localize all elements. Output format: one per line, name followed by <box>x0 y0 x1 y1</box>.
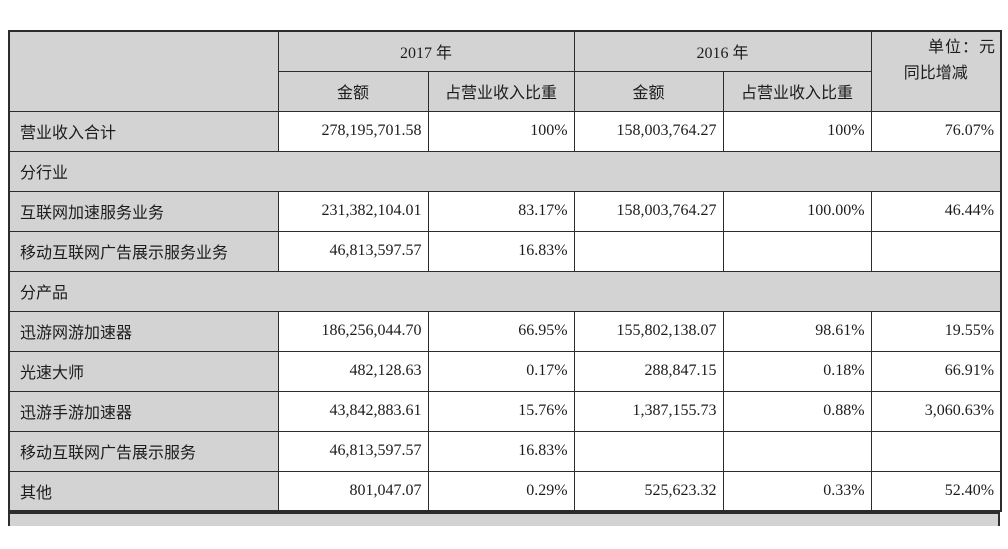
row-label: 光速大师 <box>8 350 279 392</box>
header-year-2017: 2017 年 <box>277 30 575 72</box>
cell-value <box>573 430 724 472</box>
cell-value: 83.17% <box>427 190 575 232</box>
row-label: 其他 <box>8 470 279 512</box>
cell-value <box>722 230 872 272</box>
header-year-2016: 2016 年 <box>573 30 872 72</box>
cell-value: 231,382,104.01 <box>277 190 429 232</box>
cell-value: 19.55% <box>870 310 1002 352</box>
cell-value <box>870 430 1002 472</box>
cell-value: 76.07% <box>870 110 1002 152</box>
table-row: 迅游网游加速器 186,256,044.70 66.95% 155,802,138.0… <box>8 310 1002 352</box>
header-2017-amount: 金额 <box>277 70 429 112</box>
cell-value: 52.40% <box>870 470 1002 512</box>
table-row: 移动互联网广告展示服务 46,813,597.57 16.83% <box>8 430 1002 472</box>
row-label: 迅游网游加速器 <box>8 310 279 352</box>
cell-value: 186,256,044.70 <box>277 310 429 352</box>
row-label: 移动互联网广告展示服务业务 <box>8 230 279 272</box>
cell-value: 43,842,883.61 <box>277 390 429 432</box>
cell-value: 66.91% <box>870 350 1002 392</box>
header-yoy: 同比增减 <box>870 30 1002 112</box>
cell-value: 801,047.07 <box>277 470 429 512</box>
table-row: 迅游手游加速器 43,842,883.61 15.76% 1,387,155.73 0.… <box>8 390 1002 432</box>
header-2016-amount: 金额 <box>573 70 724 112</box>
table-row: 光速大师 482,128.63 0.17% 288,847.15 0.18% 66.91% <box>8 350 1002 392</box>
cell-value: 3,060.63% <box>870 390 1002 432</box>
cell-value: 46.44% <box>870 190 1002 232</box>
table-header: 2017 年 2016 年 同比增减 金额 占营业收入比重 金额 占营业收入比重 <box>8 30 1002 112</box>
cell-value: 0.18% <box>722 350 872 392</box>
section-row: 分行业 <box>8 150 1002 192</box>
header-blank-cell <box>8 30 279 112</box>
header-2017-share: 占营业收入比重 <box>427 70 575 112</box>
section-label: 分行业 <box>8 150 1002 192</box>
cell-value: 46,813,597.57 <box>277 230 429 272</box>
cell-value: 46,813,597.57 <box>277 430 429 472</box>
table-body: 营业收入合计 278,195,701.58 100% 158,003,764.27 10… <box>8 110 1002 512</box>
cell-value: 0.88% <box>722 390 872 432</box>
cell-value: 98.61% <box>722 310 872 352</box>
row-label: 互联网加速服务业务 <box>8 190 279 232</box>
section-label: 分产品 <box>8 270 1002 312</box>
cell-value <box>722 430 872 472</box>
cell-value: 66.95% <box>427 310 575 352</box>
cell-value: 0.29% <box>427 470 575 512</box>
table-row: 营业收入合计 278,195,701.58 100% 158,003,764.27 10… <box>8 110 1002 152</box>
header-row-years: 2017 年 2016 年 同比增减 <box>8 30 1002 112</box>
cell-value: 100% <box>722 110 872 152</box>
cell-value: 1,387,155.73 <box>573 390 724 432</box>
cell-value: 158,003,764.27 <box>573 190 724 232</box>
table-row: 其他 801,047.07 0.29% 525,623.32 0.33% 52.40% <box>8 470 1002 512</box>
cell-value <box>870 230 1002 272</box>
cell-value: 288,847.15 <box>573 350 724 392</box>
revenue-breakdown-table: 2017 年 2016 年 同比增减 金额 占营业收入比重 金额 占营业收入比重… <box>8 30 1003 512</box>
cell-value: 482,128.63 <box>277 350 429 392</box>
cell-value: 158,003,764.27 <box>573 110 724 152</box>
cell-value: 0.17% <box>427 350 575 392</box>
next-section-row-cutoff <box>8 512 1000 526</box>
row-label: 营业收入合计 <box>8 110 279 152</box>
cell-value <box>573 230 724 272</box>
cell-value: 16.83% <box>427 230 575 272</box>
cell-value: 0.33% <box>722 470 872 512</box>
cell-value: 100.00% <box>722 190 872 232</box>
cell-value: 16.83% <box>427 430 575 472</box>
unit-label: 单位：元 <box>927 39 996 56</box>
section-row: 分产品 <box>8 270 1002 312</box>
cell-value: 525,623.32 <box>573 470 724 512</box>
cell-value: 155,802,138.07 <box>573 310 724 352</box>
header-2016-share: 占营业收入比重 <box>722 70 872 112</box>
table-row: 移动互联网广告展示服务业务 46,813,597.57 16.83% <box>8 230 1002 272</box>
cell-value: 278,195,701.58 <box>277 110 429 152</box>
table-row: 互联网加速服务业务 231,382,104.01 83.17% 158,003,764… <box>8 190 1002 232</box>
row-label: 移动互联网广告展示服务 <box>8 430 279 472</box>
cell-value: 15.76% <box>427 390 575 432</box>
header-row-measures: 金额 占营业收入比重 金额 占营业收入比重 <box>9 70 1001 112</box>
cell-value: 100% <box>427 110 575 152</box>
row-label: 迅游手游加速器 <box>8 390 279 432</box>
